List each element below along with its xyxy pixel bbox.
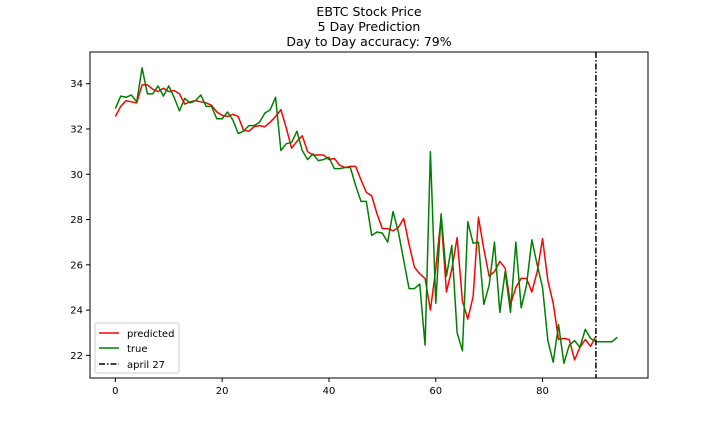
legend-true-label: true	[127, 344, 148, 355]
y-tick-label: 24	[70, 306, 83, 317]
plot-frame	[89, 51, 649, 379]
y-tick-label: 22	[70, 351, 83, 362]
chart-title-line-1: EBTC Stock Price	[316, 4, 421, 19]
legend-box	[94, 322, 180, 374]
y-axis: 22 24 26 28 30 32 34	[70, 79, 90, 362]
y-tick-label: 32	[70, 124, 83, 135]
chart-title: EBTC Stock Price 5 Day Prediction Day to…	[286, 4, 451, 49]
x-tick-label: 40	[323, 386, 336, 397]
y-tick-label: 28	[70, 215, 83, 226]
y-tick-label: 34	[70, 79, 83, 90]
series-layer	[114, 67, 618, 365]
chart-title-line-3: Day to Day accuracy: 79%	[286, 34, 451, 49]
x-tick-label: 80	[536, 386, 549, 397]
chart-title-line-2: 5 Day Prediction	[318, 19, 421, 34]
legend: predicted true april 27	[94, 322, 180, 374]
series-line-true	[114, 67, 618, 365]
x-tick-label: 0	[112, 386, 118, 397]
legend-predicted-label: predicted	[127, 329, 174, 340]
y-tick-label: 26	[70, 260, 83, 271]
x-tick-label: 60	[429, 386, 442, 397]
legend-vline-label: april 27	[127, 360, 165, 371]
x-axis: 0 20 40 60 80	[112, 378, 549, 397]
x-tick-label: 20	[216, 386, 229, 397]
y-tick-label: 30	[70, 170, 83, 181]
